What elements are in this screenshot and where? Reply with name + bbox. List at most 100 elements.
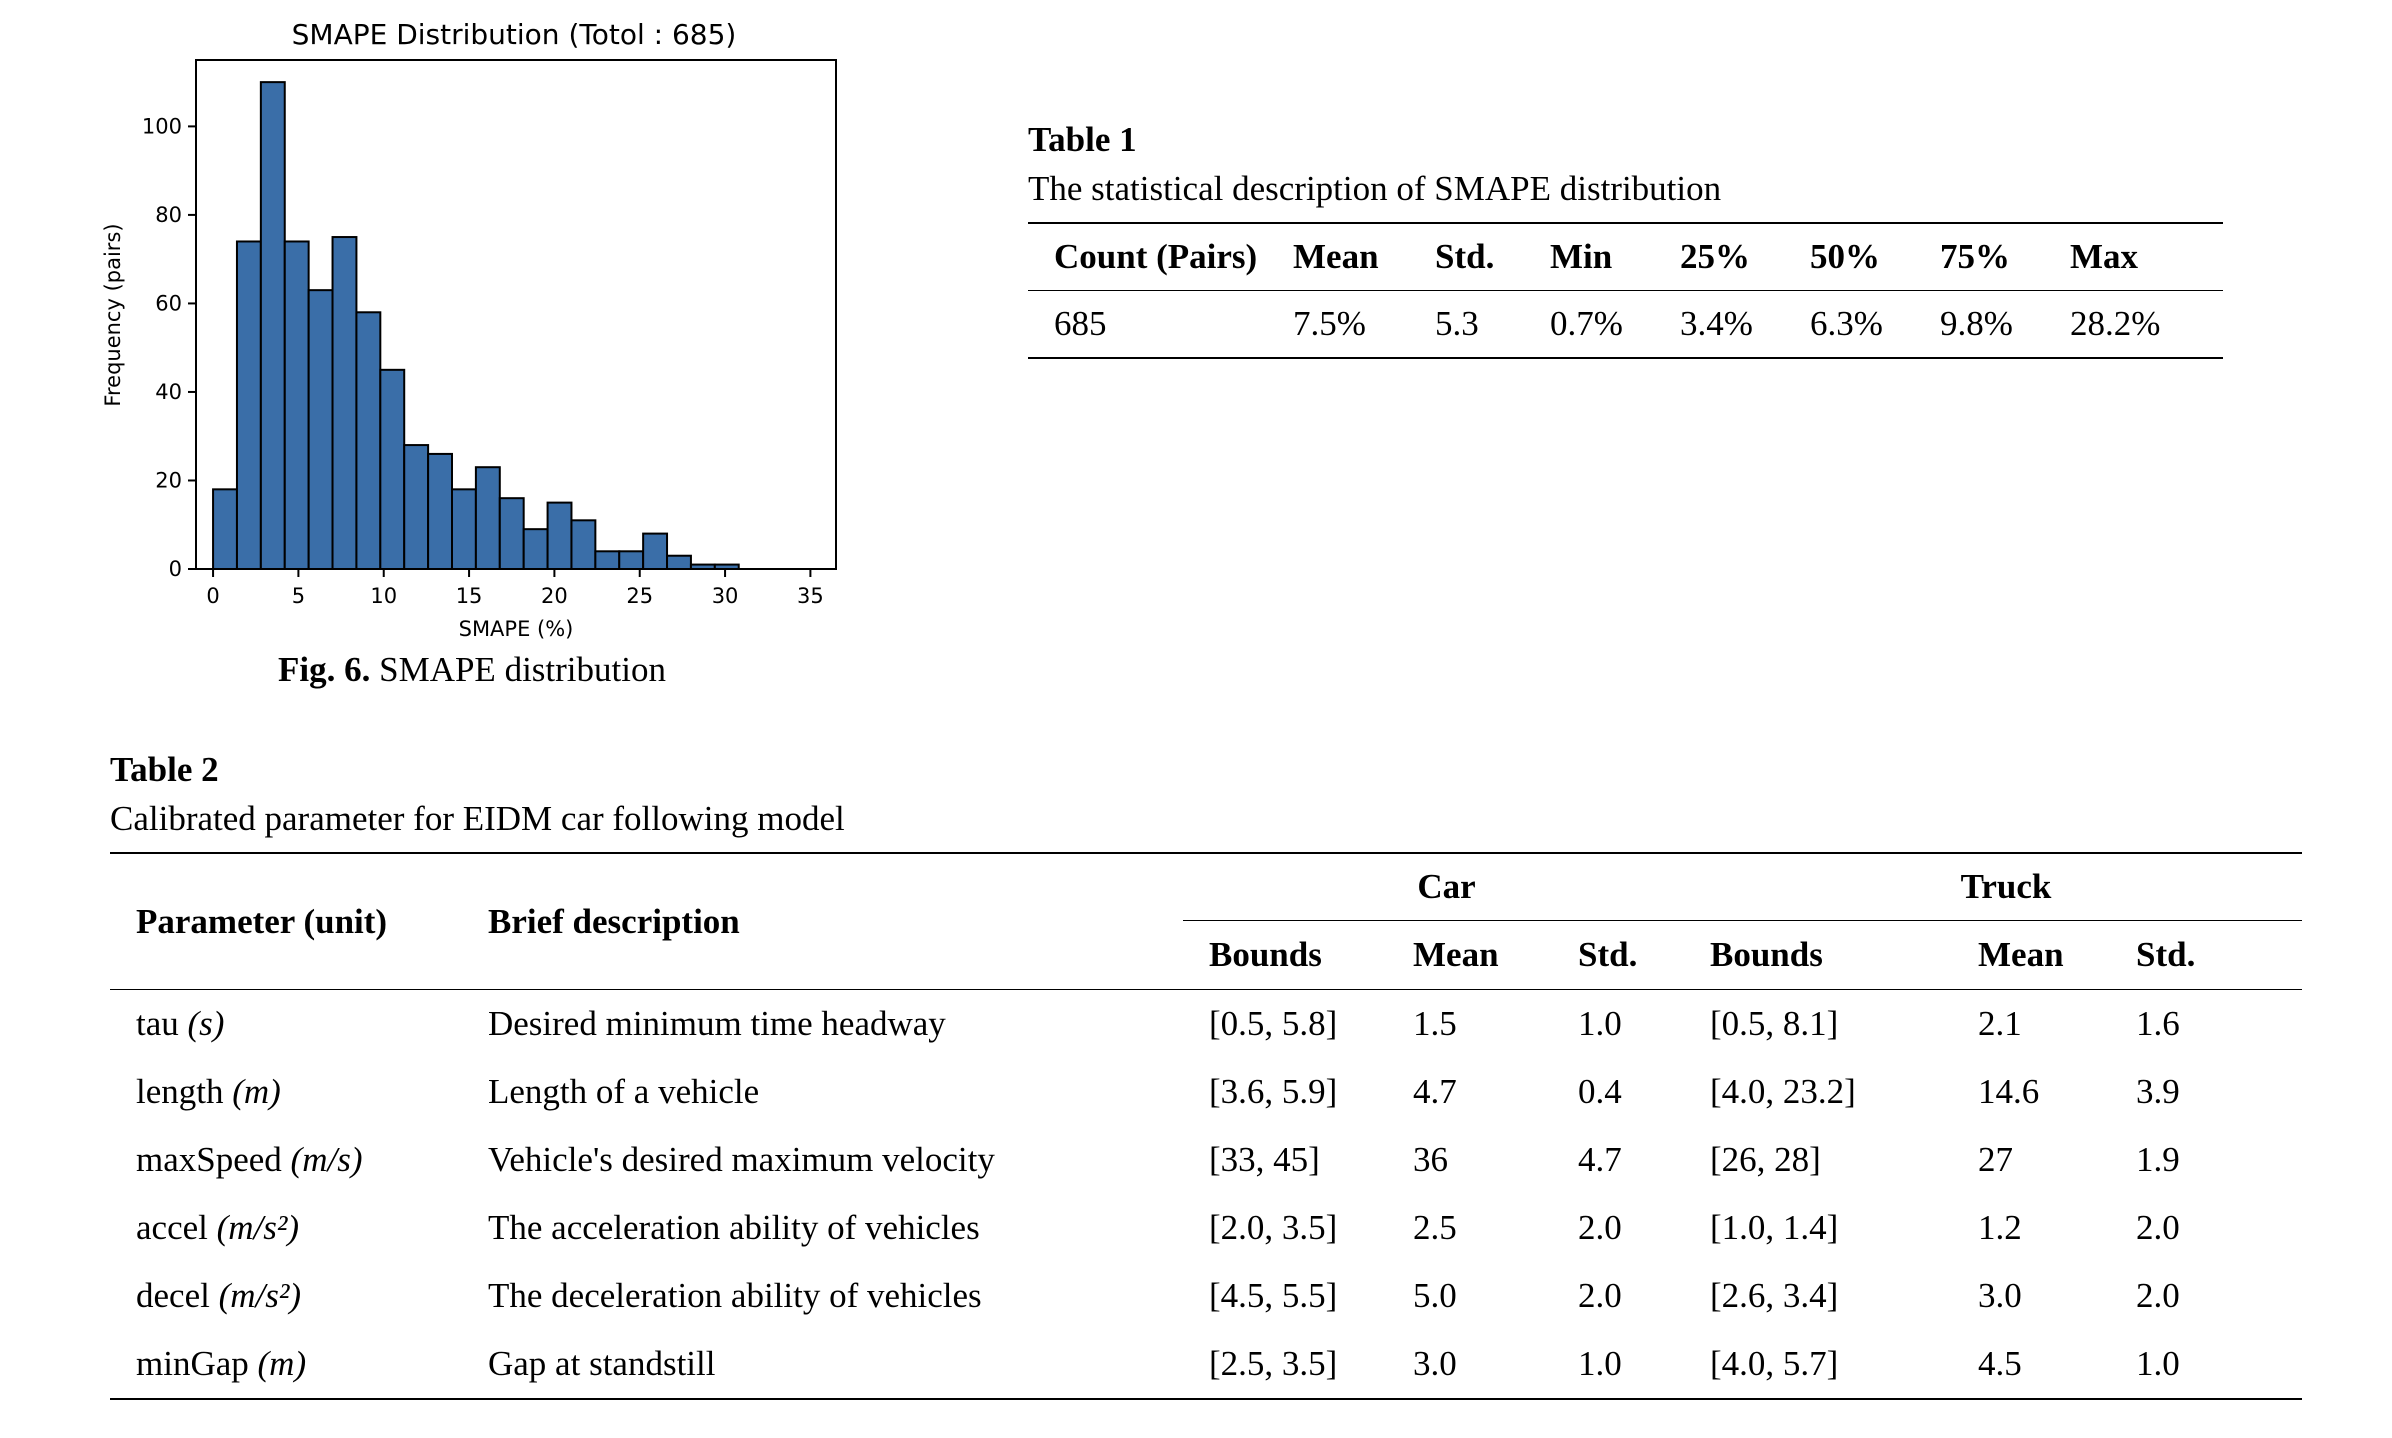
table2-desc-cell: Length of a vehicle <box>488 1072 760 1111</box>
table1-header: Std. <box>1435 237 1495 276</box>
table2-param-cell: decel (m/s²) <box>110 1262 488 1330</box>
table2-cell: 2.1 <box>1978 1004 2022 1043</box>
figure-caption-text: SMAPE distribution <box>379 650 666 689</box>
histogram-bar <box>594 550 621 571</box>
histogram-bar <box>331 236 358 570</box>
table1-header: 50% <box>1810 237 1880 276</box>
table2-subheader: Mean <box>1413 935 1499 974</box>
param-name: accel <box>136 1208 208 1247</box>
y-axis-label: Frequency (pairs) <box>101 223 125 406</box>
table1-title: Table 1 <box>1028 120 1137 159</box>
table2-cell: 4.5 <box>1978 1344 2022 1383</box>
table2-cell: 2.0 <box>1578 1276 1622 1315</box>
table1-header: Count (Pairs) <box>1054 237 1258 276</box>
y-tick-label: 100 <box>142 114 182 138</box>
param-name: decel <box>136 1276 210 1315</box>
table2-cell: 1.0 <box>1578 1344 1622 1383</box>
table2-subheader: Bounds <box>1209 935 1322 974</box>
histogram-bar <box>618 550 645 571</box>
table2-desc-cell: Gap at standstill <box>488 1344 716 1383</box>
table2-cell: 3.9 <box>2136 1072 2180 1111</box>
histogram-bar <box>283 240 310 570</box>
table2-cell: [2.6, 3.4] <box>1710 1276 1839 1315</box>
param-name: minGap <box>136 1344 249 1383</box>
x-tick-label: 35 <box>797 584 824 608</box>
table2-grid: Parameter (unit) Brief description Car T… <box>110 852 2302 1400</box>
table2-truck-group: Truck <box>1710 853 2302 921</box>
histogram-bar <box>307 289 334 570</box>
table1-cell: 685 <box>1054 304 1107 343</box>
table2-desc-cell: The deceleration ability of vehicles <box>488 1276 982 1315</box>
table2: Table 2 Calibrated parameter for EIDM ca… <box>110 748 2302 1400</box>
table2-cell: 1.6 <box>2136 1004 2180 1043</box>
table2-subheader: Bounds <box>1710 935 1823 974</box>
x-tick-label: 0 <box>206 584 219 608</box>
table2-cell: 4.7 <box>1413 1072 1457 1111</box>
table2-desc-cell: Vehicle's desired maximum velocity <box>488 1140 995 1179</box>
histogram-bar <box>498 497 525 571</box>
table2-param-cell: accel (m/s²) <box>110 1194 488 1262</box>
param-unit: (m) <box>232 1072 281 1111</box>
table1-row: 685 7.5% 5.3 0.7% 3.4% 6.3% 9.8% 28.2% <box>1028 291 2223 358</box>
table1-header: Mean <box>1293 237 1379 276</box>
table2-header-row: Parameter (unit) Brief description Car T… <box>110 853 2302 941</box>
param-name: tau <box>136 1004 179 1043</box>
x-axis-ticks: 0 5 10 15 20 25 30 35 <box>206 569 824 608</box>
table2-param-header: Parameter (unit) <box>136 901 388 941</box>
y-tick-label: 80 <box>155 203 182 227</box>
table2-cell: 1.9 <box>2136 1140 2180 1179</box>
table2-desc-cell: Desired minimum time headway <box>488 1004 946 1043</box>
smape-histogram: SMAPE Distribution (Totol : 685) 0 5 10 15 2… <box>101 18 837 641</box>
param-unit: (m) <box>257 1344 307 1383</box>
histogram-bar <box>379 368 406 570</box>
table2-car-group: Car <box>1183 853 1710 921</box>
table2-row: tau (s) Desired minimum time headway [0.5,… <box>110 990 2302 1059</box>
table2-row: length (m) Length of a vehicle [3.6, 5.9] 4… <box>110 1058 2302 1126</box>
table2-cell: 2.0 <box>1578 1208 1622 1247</box>
histogram-bar <box>642 532 669 571</box>
x-tick-label: 20 <box>541 584 568 608</box>
table2-param-cell: minGap (m) <box>110 1330 488 1399</box>
table1-header-row: Count (Pairs) Mean Std. Min 25% 50% 75% … <box>1028 223 2223 291</box>
chart-title: SMAPE Distribution (Totol : 685) <box>292 18 737 51</box>
table2-cell: 5.0 <box>1413 1276 1457 1315</box>
histogram-bar <box>355 311 382 570</box>
table2-cell: [4.0, 23.2] <box>1710 1072 1856 1111</box>
table2-cell: [4.5, 5.5] <box>1209 1276 1338 1315</box>
table2-cell: 2.0 <box>2136 1276 2180 1315</box>
table2-title: Table 2 <box>110 750 219 789</box>
table2-cell: 2.0 <box>2136 1208 2180 1247</box>
param-name: length <box>136 1072 224 1111</box>
table2-row: accel (m/s²) The acceleration ability of … <box>110 1194 2302 1262</box>
param-unit: (s) <box>187 1004 225 1043</box>
table2-param-cell: tau (s) <box>110 990 488 1059</box>
table2-cell: [2.5, 3.5] <box>1209 1344 1338 1383</box>
table2-cell: [0.5, 8.1] <box>1710 1004 1839 1043</box>
table2-cell: 14.6 <box>1978 1072 2040 1111</box>
table2-cell: 1.2 <box>1978 1208 2022 1247</box>
histogram-bar <box>666 554 692 571</box>
x-tick-label: 15 <box>456 584 483 608</box>
histogram-bar <box>259 81 286 570</box>
table1-header: Min <box>1550 237 1613 276</box>
plot-frame <box>195 59 837 570</box>
figure-caption-label: Fig. 6. <box>278 650 371 689</box>
table1-cell: 9.8% <box>1940 304 2013 343</box>
histogram-bar <box>546 501 573 571</box>
histogram-bar <box>427 452 453 571</box>
histogram-bar <box>235 240 262 570</box>
histogram-bar <box>212 488 238 571</box>
table2-cell: [33, 45] <box>1209 1140 1320 1179</box>
table2-desc-cell: The acceleration ability of vehicles <box>488 1208 980 1247</box>
table2-cell: 1.5 <box>1413 1004 1457 1043</box>
table2-body: tau (s) Desired minimum time headway [0.5,… <box>110 990 2302 1399</box>
histogram-bar <box>451 488 477 571</box>
table2-row: decel (m/s²) The deceleration ability of … <box>110 1262 2302 1330</box>
table2-cell: 27 <box>1978 1140 2013 1179</box>
y-tick-label: 0 <box>169 557 182 581</box>
table2-cell: [4.0, 5.7] <box>1710 1344 1839 1383</box>
table2-cell: 1.0 <box>2136 1344 2180 1383</box>
table2-cell: [0.5, 5.8] <box>1209 1004 1338 1043</box>
x-tick-label: 30 <box>712 584 739 608</box>
table2-cell: 4.7 <box>1578 1140 1622 1179</box>
